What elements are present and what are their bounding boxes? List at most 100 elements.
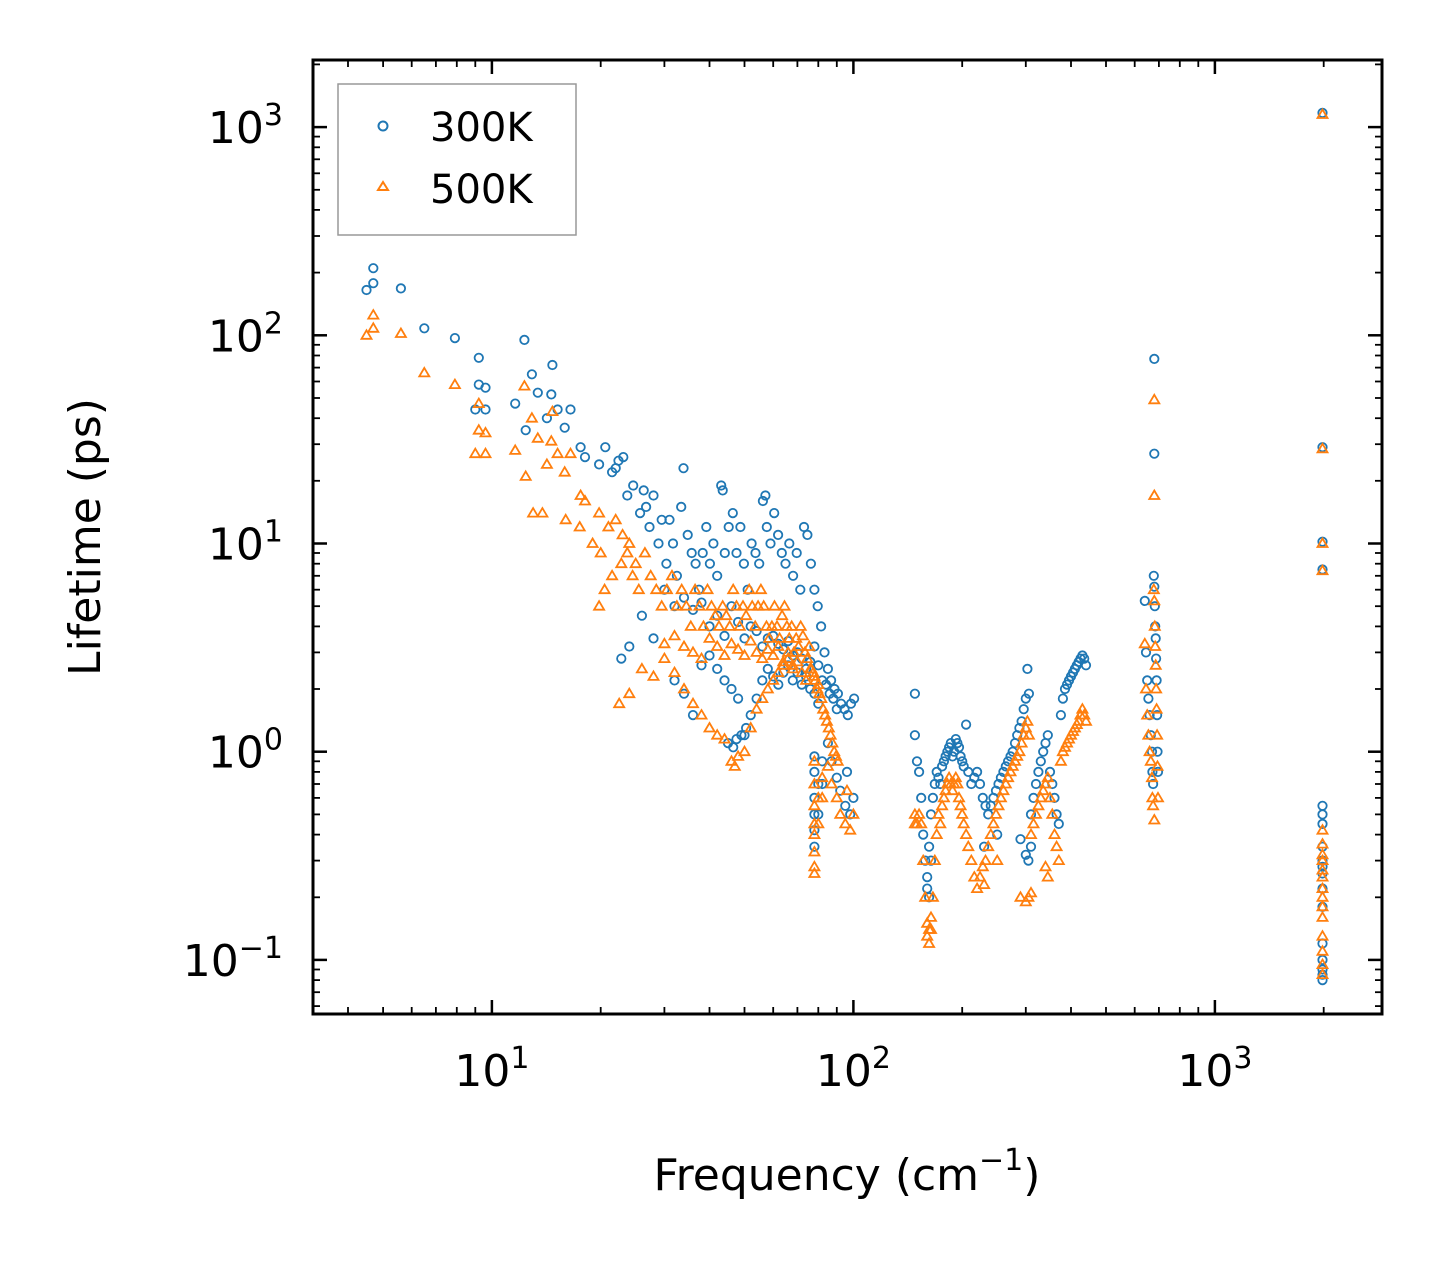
- point-500k-52: [684, 619, 698, 631]
- point-300k-45: [682, 529, 693, 541]
- point-300k-21: [565, 404, 576, 415]
- point-500k-185: [918, 890, 932, 902]
- point-500k-209: [961, 839, 975, 852]
- x-axis-label: Frequency (cm−1): [654, 1143, 1041, 1201]
- point-500k-294: [1147, 813, 1161, 825]
- point-300k-155: [678, 688, 690, 699]
- point-300k-60: [735, 521, 746, 533]
- point-500k-146: [717, 648, 732, 660]
- point-300k-15: [532, 387, 543, 398]
- point-300k-33: [638, 485, 649, 496]
- point-500k-152: [755, 651, 769, 663]
- point-500k-78: [770, 619, 784, 631]
- point-500k-157: [781, 645, 795, 657]
- point-500k-296: [1315, 442, 1330, 454]
- point-300k-237: [1035, 756, 1046, 767]
- point-500k-235: [1024, 827, 1038, 839]
- point-300k-268: [1025, 841, 1037, 852]
- point-500k-266: [990, 853, 1004, 865]
- legend-box: [337, 83, 577, 236]
- point-300k-76: [791, 547, 802, 559]
- point-300k-46: [686, 547, 697, 559]
- point-500k-309: [1315, 929, 1330, 941]
- point-500k-292: [1147, 393, 1161, 405]
- point-500k-54: [692, 599, 706, 611]
- point-300k-12: [519, 334, 530, 345]
- point-500k-242: [1041, 770, 1055, 783]
- point-500k-49: [670, 599, 684, 611]
- point-300k-182: [918, 829, 929, 840]
- point-500k-111: [646, 669, 661, 681]
- point-300k-202: [953, 742, 965, 753]
- point-500k-290: [1150, 759, 1165, 771]
- point-300k-13: [520, 425, 531, 436]
- point-500k-163: [807, 827, 821, 839]
- point-300k-270: [1140, 647, 1152, 658]
- point-300k-16: [547, 359, 558, 371]
- point-500k-247: [1052, 853, 1066, 865]
- point-300k-80: [805, 558, 817, 569]
- point-500k-217: [984, 827, 998, 839]
- point-300k-64: [750, 547, 761, 559]
- point-500k-182: [912, 807, 926, 819]
- point-300k-258: [1079, 653, 1090, 664]
- point-500k-288: [1150, 702, 1164, 714]
- point-500k-31: [601, 520, 615, 532]
- point-500k-23: [578, 494, 592, 506]
- point-300k-245: [1053, 818, 1064, 830]
- point-500k-230: [1015, 736, 1029, 748]
- point-300k-277: [1148, 778, 1159, 790]
- point-500k-195: [937, 791, 951, 803]
- point-300k-210: [971, 766, 983, 778]
- point-500k-91: [800, 651, 814, 663]
- point-500k-164: [807, 845, 821, 857]
- point-500k-118: [710, 728, 724, 740]
- point-500k-234: [1022, 728, 1036, 740]
- point-300k-136: [757, 675, 768, 686]
- point-500k-57: [704, 599, 719, 611]
- point-300k-56: [719, 547, 730, 559]
- point-500k-19: [551, 446, 565, 459]
- point-300k-265: [1015, 834, 1026, 845]
- point-300k-61: [738, 558, 750, 569]
- point-500k-13: [519, 469, 533, 481]
- point-300k-74: [784, 538, 795, 549]
- point-300k-102: [696, 597, 707, 608]
- x-axis-label-text: Frequency (cm: [654, 1150, 980, 1201]
- point-500k-110: [635, 662, 649, 674]
- y-tick-label-0: 100: [208, 723, 283, 779]
- point-300k-93: [848, 693, 860, 704]
- point-300k-192: [936, 761, 948, 772]
- point-300k-203: [955, 751, 966, 762]
- point-300k-305: [1317, 964, 1328, 975]
- point-500k-38: [605, 569, 619, 581]
- point-300k-276: [1147, 766, 1158, 778]
- point-300k-175: [848, 792, 859, 804]
- point-500k-236: [1026, 817, 1041, 829]
- point-500k-80: [775, 608, 789, 621]
- point-300k-134: [745, 709, 756, 721]
- point-500k-223: [999, 777, 1013, 789]
- point-500k-142: [686, 645, 700, 657]
- point-500k-200: [945, 783, 960, 796]
- point-500k-39: [614, 556, 628, 569]
- point-500k-233: [1020, 714, 1034, 726]
- point-500k-66: [736, 599, 750, 611]
- point-500k-192: [931, 807, 946, 819]
- y-axis-label: Lifetime (ps): [60, 398, 111, 676]
- point-500k-218: [986, 817, 1000, 829]
- point-300k-95: [624, 641, 635, 652]
- point-500k-28: [573, 520, 587, 532]
- point-300k-24: [593, 459, 605, 470]
- point-500k-30: [594, 546, 608, 558]
- point-500k-173: [830, 791, 844, 803]
- point-300k-73: [780, 558, 791, 569]
- point-500k-176: [843, 823, 857, 835]
- point-300k-49: [697, 547, 708, 559]
- legend-label-500k: 500K: [430, 167, 534, 213]
- point-500k-284: [1148, 619, 1162, 631]
- point-500k-300: [1315, 837, 1330, 849]
- point-500k-243: [1043, 791, 1057, 803]
- point-300k-204: [957, 756, 968, 767]
